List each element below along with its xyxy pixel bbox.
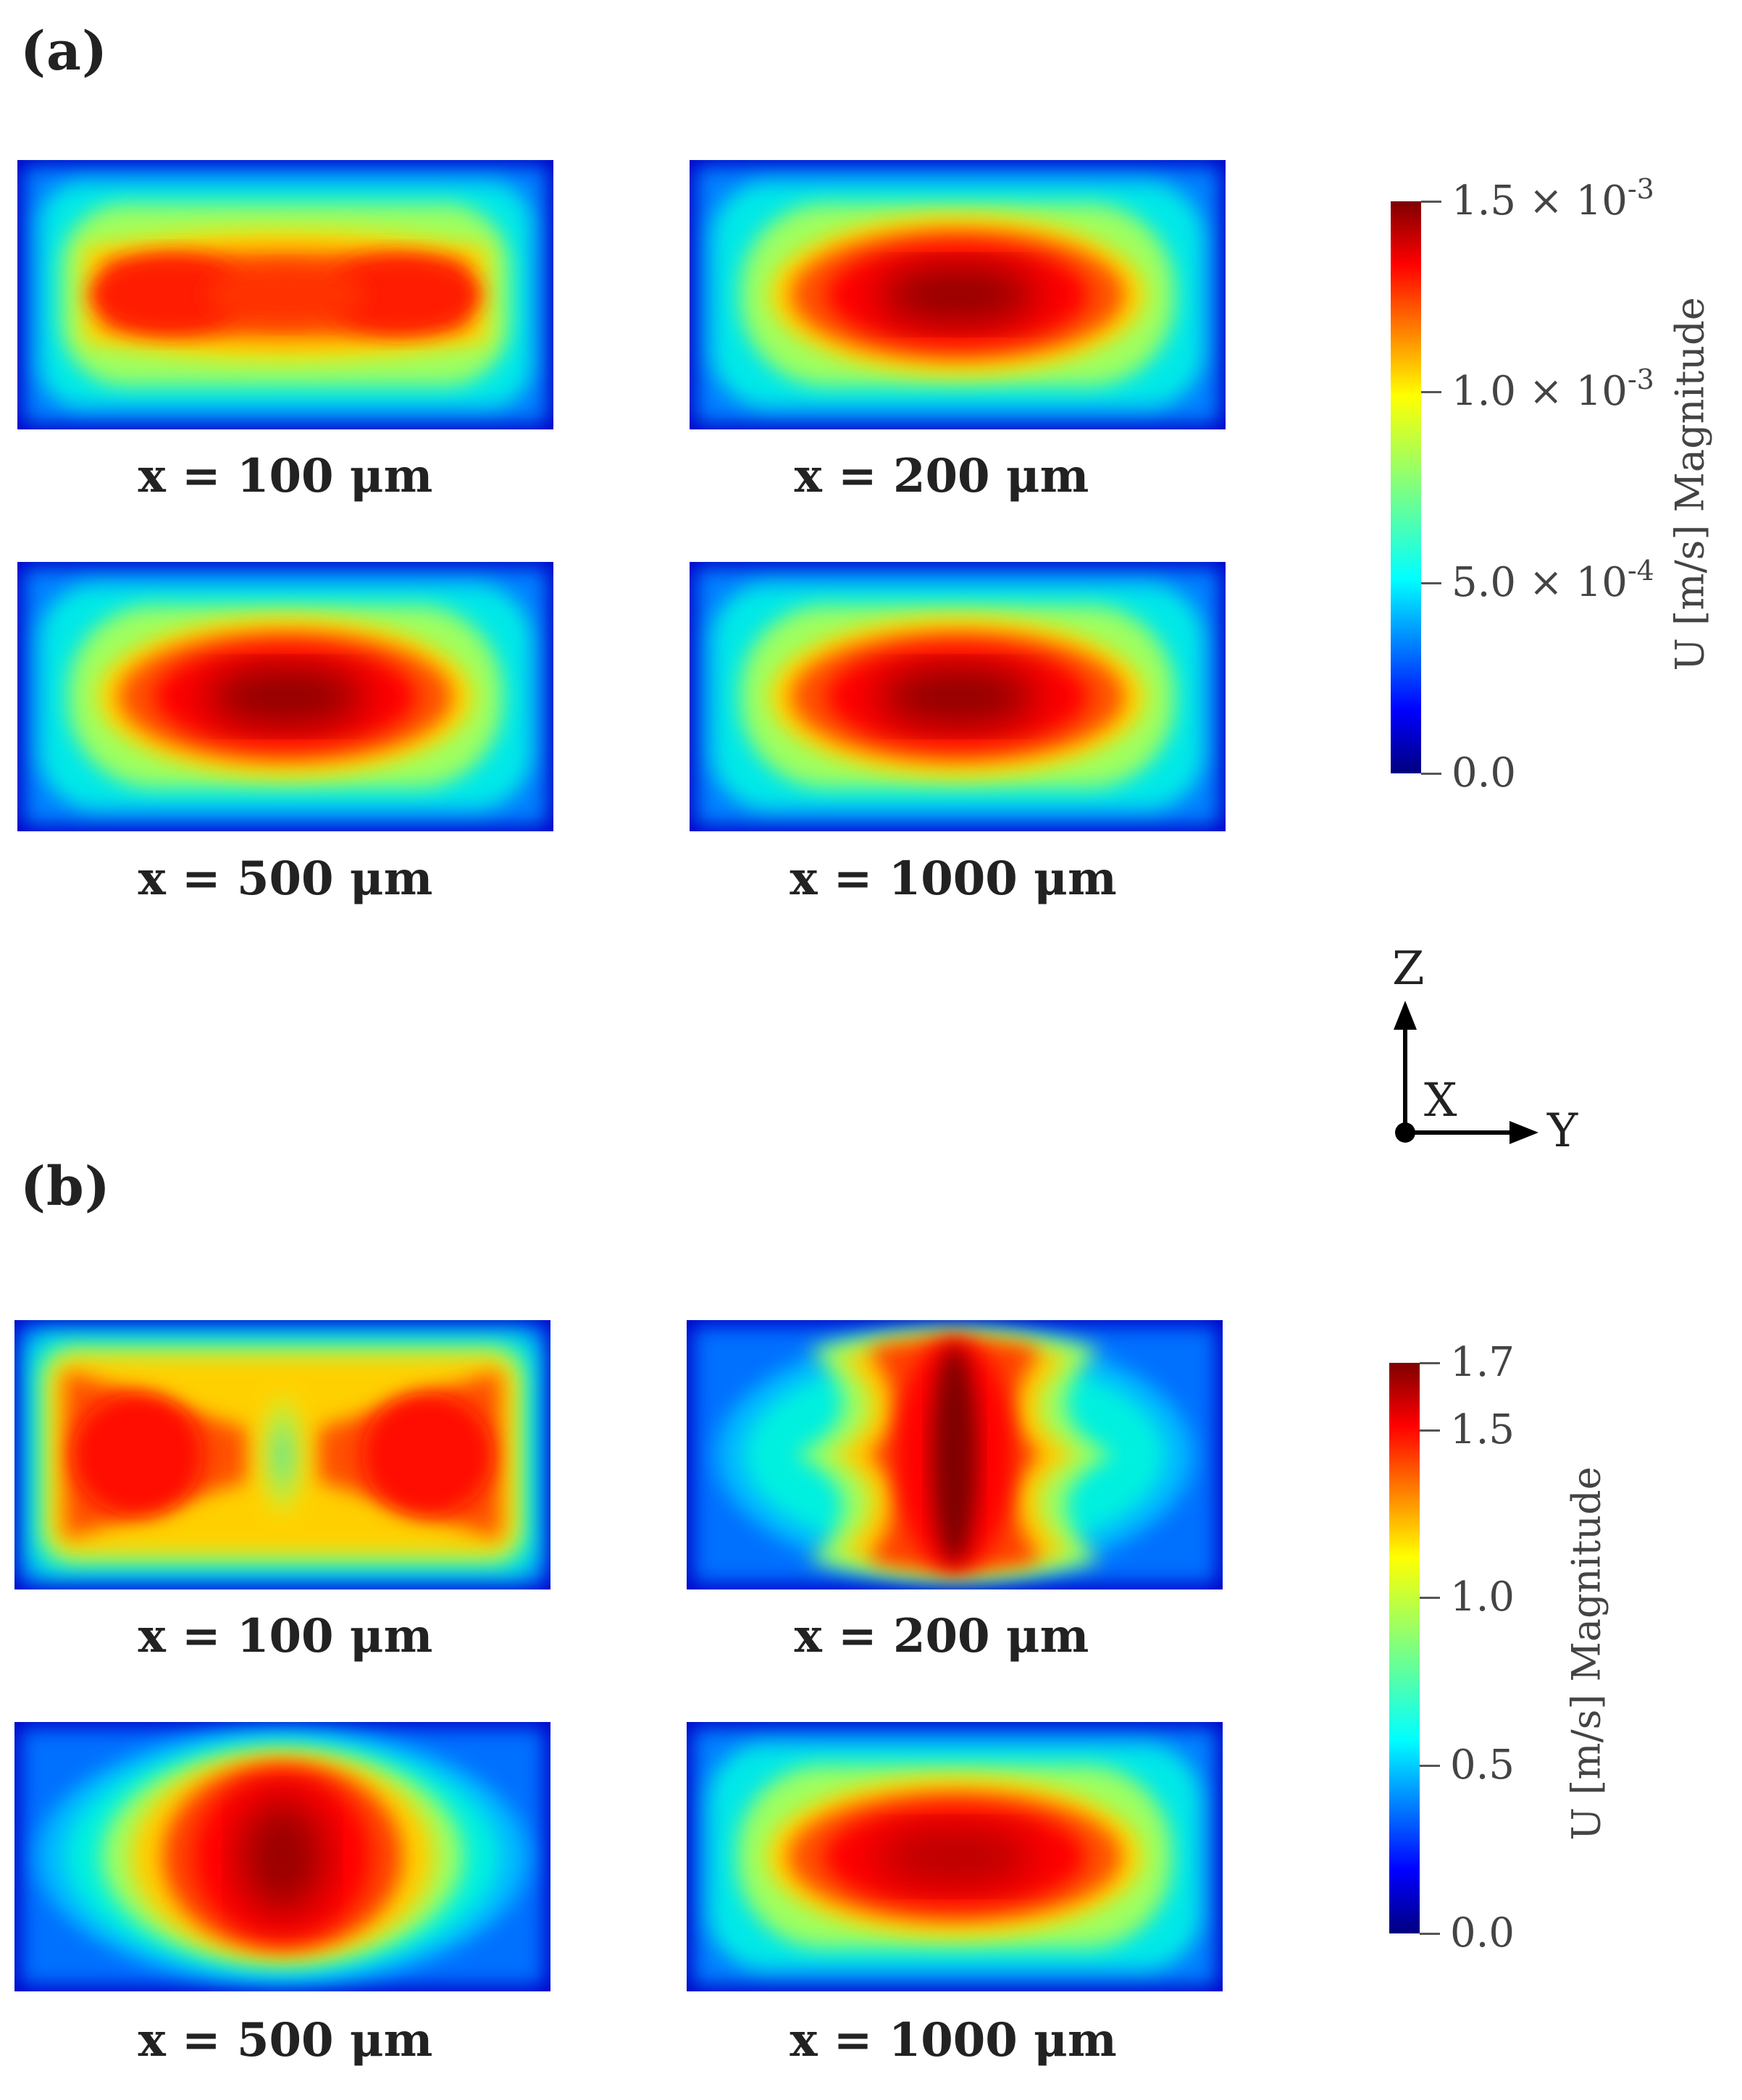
colorbar-b-tick-label: 0.0 — [1450, 1913, 1515, 1954]
caption-a-x1000: x = 1000 μm — [790, 852, 1117, 906]
colorbar-b-tick-mark — [1420, 1933, 1440, 1935]
axis-z-label: Z — [1392, 942, 1425, 996]
axis-triad — [1369, 941, 1601, 1173]
colorbar-b-tick-mark — [1420, 1765, 1440, 1768]
heatmap-b-x1000 — [687, 1722, 1223, 1991]
tick-exponent: -3 — [1627, 364, 1654, 396]
colorbar-b-tick-label: 1.5 — [1450, 1409, 1515, 1450]
colorbar-a-tick-label: 0.0 — [1452, 753, 1516, 794]
tick-mantissa: 1.7 — [1450, 1339, 1515, 1386]
tick-mantissa: 1.0 × 10 — [1452, 368, 1628, 416]
heatmap-a-x200 — [690, 160, 1226, 429]
colorbar-b-tick-mark — [1420, 1429, 1440, 1432]
axis-x-label: X — [1424, 1074, 1457, 1127]
colorbar-a — [1391, 201, 1421, 773]
caption-a-x200: x = 200 μm — [794, 449, 1089, 503]
colorbar-a-title: U [m/s] Magnitude — [1667, 297, 1713, 671]
tick-mantissa: 0.0 — [1452, 749, 1517, 797]
colorbar-a-tick-label: 1.0 × 10-3 — [1452, 366, 1654, 416]
panel-b-label: (b) — [20, 1156, 111, 1218]
tick-mantissa: 1.5 — [1450, 1406, 1515, 1453]
colorbar-b-tick-mark — [1420, 1597, 1440, 1600]
colorbar-b-tick-label: 0.5 — [1450, 1745, 1515, 1786]
heatmap-a-x500 — [17, 562, 553, 831]
tick-mantissa: 1.5 × 10 — [1452, 177, 1628, 224]
heatmap-b-x500 — [14, 1722, 550, 1991]
colorbar-a-tick-label: 1.5 × 10-3 — [1452, 175, 1654, 222]
colorbar-b-tick-label: 1.7 — [1450, 1343, 1515, 1383]
colorbar-b — [1389, 1363, 1420, 1933]
tick-mantissa: 0.5 — [1450, 1742, 1515, 1789]
caption-b-x1000: x = 1000 μm — [790, 2013, 1117, 2067]
tick-mantissa: 5.0 × 10 — [1452, 558, 1628, 606]
tick-exponent: -3 — [1627, 173, 1654, 205]
panel-a-label: (a) — [20, 20, 108, 83]
colorbar-a-tick-mark — [1421, 391, 1441, 394]
colorbar-b-tick-label: 1.0 — [1450, 1577, 1515, 1618]
caption-b-x200: x = 200 μm — [794, 1609, 1089, 1663]
heatmap-a-x100 — [17, 160, 553, 429]
colorbar-a-tick-mark — [1421, 773, 1441, 775]
colorbar-a-tick-mark — [1421, 201, 1441, 203]
heatmap-a-x1000 — [690, 562, 1226, 831]
caption-a-x100: x = 100 μm — [138, 449, 433, 503]
colorbar-b-tick-mark — [1420, 1362, 1440, 1364]
heatmap-b-x200 — [687, 1320, 1223, 1589]
axis-y-label: Y — [1547, 1104, 1578, 1158]
tick-exponent: -4 — [1627, 554, 1654, 587]
caption-a-x500: x = 500 μm — [138, 852, 433, 906]
caption-b-x500: x = 500 μm — [138, 2013, 433, 2067]
heatmap-b-x100 — [14, 1320, 550, 1589]
tick-mantissa: 0.0 — [1450, 1910, 1515, 1957]
tick-mantissa: 1.0 — [1450, 1574, 1515, 1621]
colorbar-b-title: U [m/s] Magnitude — [1563, 1466, 1609, 1841]
caption-b-x100: x = 100 μm — [138, 1609, 433, 1663]
colorbar-a-tick-label: 5.0 × 10-4 — [1452, 557, 1654, 603]
colorbar-a-tick-mark — [1421, 581, 1441, 584]
